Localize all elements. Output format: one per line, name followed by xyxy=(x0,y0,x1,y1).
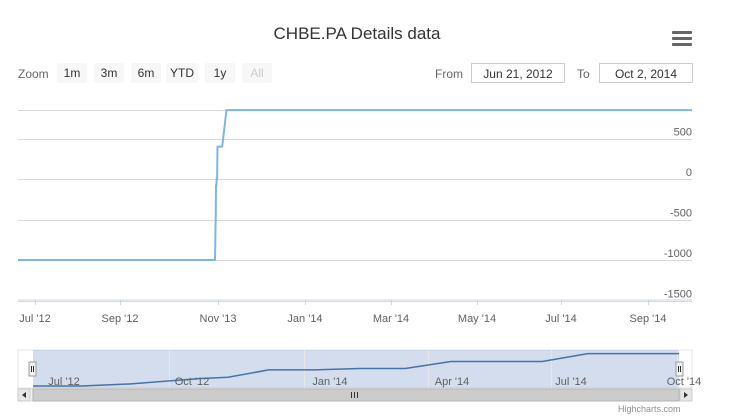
zoom-1m-button[interactable]: 1m xyxy=(57,63,87,83)
from-date-input[interactable]: Jun 21, 2012 xyxy=(471,63,565,83)
chart-title: CHBE.PA Details data xyxy=(273,24,441,43)
zoom-ytd-button[interactable]: YTD xyxy=(166,63,198,83)
navigator-tick-label: Jan '14 xyxy=(312,376,347,388)
to-label: To xyxy=(577,67,590,81)
zoom-all-button[interactable]: All xyxy=(242,63,272,83)
navigator-left-handle[interactable] xyxy=(28,361,37,377)
arrow-left-icon xyxy=(22,392,26,398)
y-tick-label: -500 xyxy=(670,208,692,220)
navigator-right-handle[interactable] xyxy=(675,361,684,377)
series-line xyxy=(18,109,692,261)
x-tick-label: Jan '14 xyxy=(287,313,322,325)
zoom-1y-button[interactable]: 1y xyxy=(205,63,235,83)
x-tick-label: Sep '14 xyxy=(630,313,667,325)
navigator-tick-label: Jul '12 xyxy=(48,376,79,388)
y-tick-label: -1000 xyxy=(664,248,692,260)
x-tick-label: Jul '12 xyxy=(19,313,50,325)
scrollbar-thumb[interactable] xyxy=(32,388,680,402)
y-tick-label: 500 xyxy=(674,127,692,139)
hamburger-menu-icon[interactable] xyxy=(672,31,692,49)
scrollbar-grip-icon xyxy=(351,392,358,398)
zoom-3m-button[interactable]: 3m xyxy=(94,63,124,83)
highcharts-credits[interactable]: Highcharts.com xyxy=(618,404,681,414)
zoom-6m-button[interactable]: 6m xyxy=(131,63,161,83)
x-tick-label: May '14 xyxy=(458,313,496,325)
x-tick-label: Mar '14 xyxy=(373,313,409,325)
zoom-label: Zoom xyxy=(18,67,49,81)
y-tick-label: -1500 xyxy=(664,289,692,301)
x-tick-label: Nov '13 xyxy=(200,313,237,325)
arrow-right-icon xyxy=(684,392,688,398)
scrollbar-left-arrow[interactable] xyxy=(17,388,31,402)
scrollbar-right-arrow[interactable] xyxy=(679,388,693,402)
navigator-tick-label: Oct '14 xyxy=(667,376,702,388)
navigator-tick-label: Jul '14 xyxy=(555,376,586,388)
x-tick-label: Jul '14 xyxy=(545,313,576,325)
navigator-tick-label: Oct '12 xyxy=(175,376,210,388)
to-date-input[interactable]: Oct 2, 2014 xyxy=(599,63,693,83)
navigator-series-line xyxy=(33,352,679,387)
x-tick-label: Sep '12 xyxy=(102,313,139,325)
y-tick-label: 0 xyxy=(686,167,692,179)
navigator-tick-label: Apr '14 xyxy=(435,376,470,388)
from-label: From xyxy=(435,67,463,81)
